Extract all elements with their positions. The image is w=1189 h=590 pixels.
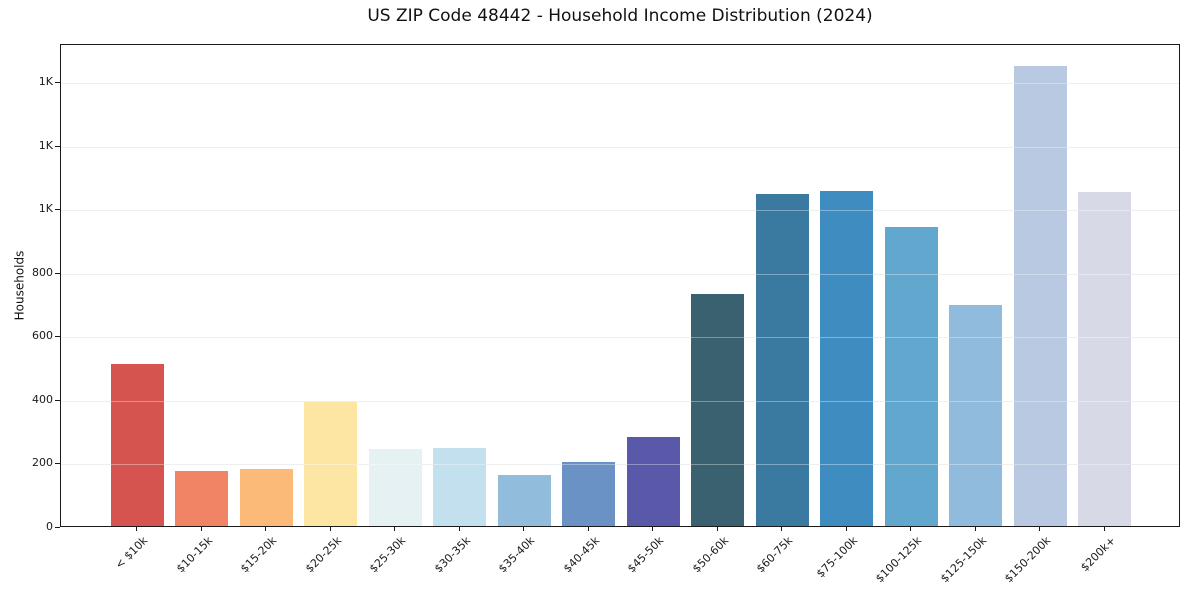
gridline-200 [61,464,1179,466]
ytick-mark [55,399,60,401]
gridline-1K [61,146,1179,148]
xtick-label: $125-150k [937,534,989,586]
xtick-mark [329,527,331,531]
xtick-label: $200k+ [1077,534,1118,575]
xtick-label: $15-20k [238,534,280,576]
bar-40-45k [562,462,616,526]
xtick-mark [458,527,460,531]
xtick-label: < $10k [112,534,151,572]
xtick-mark [652,527,654,531]
ytick-mark [55,527,60,528]
bar-10k [110,363,164,526]
gridline-overlay [61,464,1179,466]
gridline-overlay [61,337,1179,339]
bar-200k [1078,192,1132,526]
xtick-label: $40-45k [560,534,602,576]
gridline-overlay [61,83,1179,85]
bar-35-40k [497,474,551,526]
xtick-label: $100-125k [873,534,925,586]
bar-45-50k [626,436,680,526]
xtick-mark [200,527,202,531]
xtick-mark [845,527,847,531]
gridline-overlay [61,273,1179,275]
y-axis-label: Households [12,250,27,321]
bar-50-60k [691,294,745,526]
xtick-mark [523,527,525,531]
ytick-label: 800 [32,265,53,279]
ytick-mark [55,82,60,84]
ytick-label: 600 [32,329,53,343]
bar-100-125k [884,227,938,526]
ytick-mark [55,336,60,338]
xtick-label: $10-15k [173,534,215,576]
bar-20-25k [304,402,358,526]
xtick-mark [974,527,976,531]
xtick-mark [136,527,138,531]
gridline-800 [61,273,1179,275]
xtick-label: $20-25k [302,534,344,576]
bar-15-20k [239,469,293,526]
xtick-label: $60-75k [754,534,796,576]
xtick-label: $35-40k [496,534,538,576]
gridline-600 [61,337,1179,339]
ytick-mark [55,209,60,211]
xtick-label: $150-200k [1002,534,1054,586]
xtick-mark [910,527,912,531]
gridline-400 [61,400,1179,402]
gridline-1K [61,83,1179,85]
plot-area [60,44,1180,527]
xtick-label: $45-50k [625,534,667,576]
bar-10-15k [175,471,229,526]
ytick-mark [55,463,60,465]
ytick-mark [55,145,60,147]
xtick-mark [1039,527,1041,531]
xtick-mark [1103,527,1105,531]
xtick-mark [394,527,396,531]
xtick-mark [716,527,718,531]
ytick-label: 400 [32,392,53,406]
xtick-label: $25-30k [367,534,409,576]
xtick-label: $75-100k [813,534,860,581]
ytick-mark [55,272,60,274]
xtick-mark [265,527,267,531]
gridline-1K [61,210,1179,212]
ytick-label: 0 [46,520,53,533]
gridline-overlay [61,146,1179,148]
xtick-label: $50-60k [689,534,731,576]
xtick-mark [781,527,783,531]
xtick-mark [587,527,589,531]
bar-75-100k [820,191,874,526]
gridline-overlay [61,400,1179,402]
bar-30-35k [433,447,487,526]
bar-150-200k [1013,65,1067,526]
bar-125-150k [949,304,1003,526]
ytick-label: 1K [38,202,53,216]
xtick-label: $30-35k [431,534,473,576]
bar-25-30k [368,448,422,526]
ytick-label: 1K [38,75,53,89]
gridline-overlay [61,210,1179,212]
ytick-label: 200 [32,456,53,470]
bar-60-75k [755,193,809,526]
ytick-label: 1K [38,138,53,152]
chart-title: US ZIP Code 48442 - Household Income Dis… [367,6,873,26]
